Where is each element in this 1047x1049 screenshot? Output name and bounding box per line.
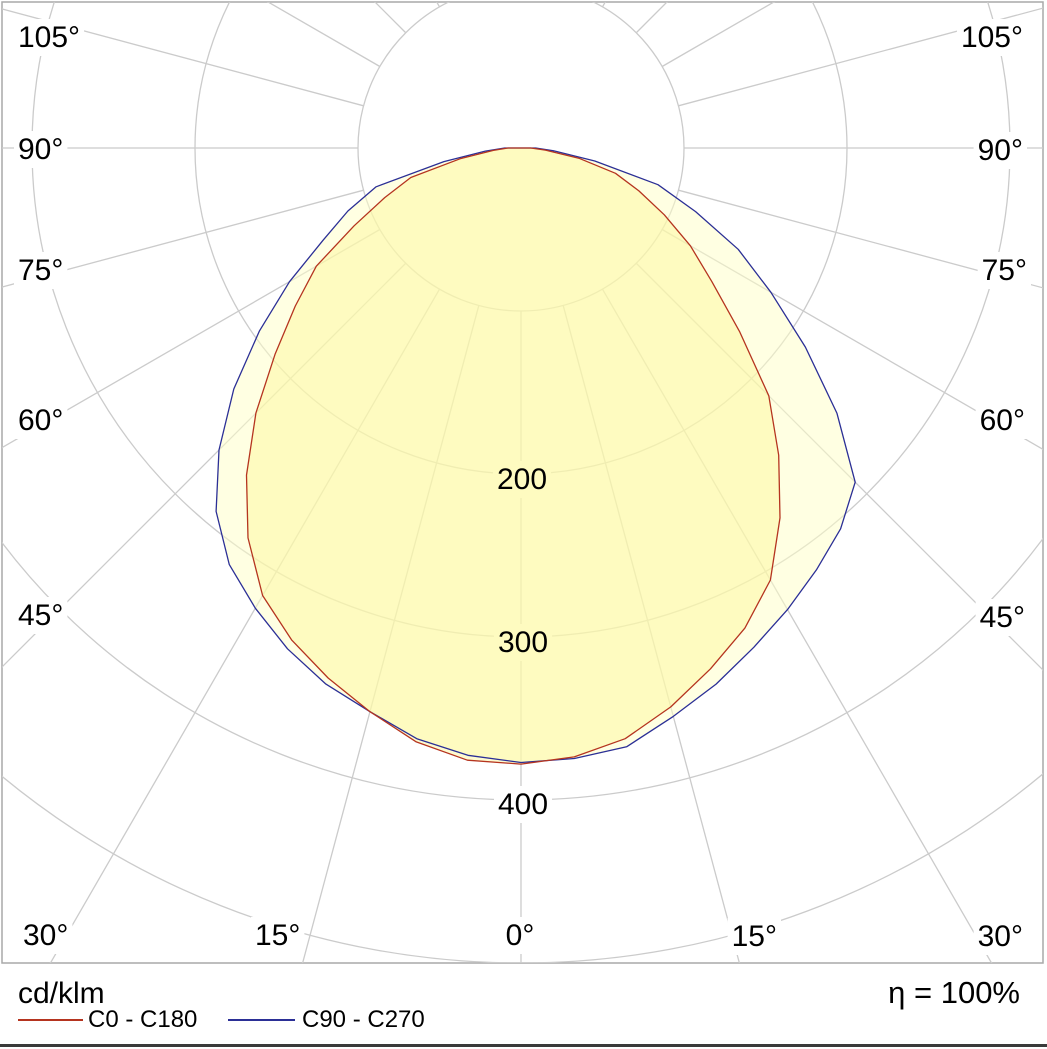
- angle-label-7: 0°: [506, 919, 535, 952]
- efficiency-label: η = 100%: [888, 975, 1020, 1010]
- grid-spoke-left-75: [2, 189, 364, 288]
- axis-labels: 105° 90° 75° 60° 45° 30° 15° 0° 15° 30° 45° 60° 75° 9…: [18, 21, 1027, 953]
- grid-spoke-left-105: [2, 8, 364, 107]
- bottom-rule: [0, 1044, 1047, 1047]
- label-bg: [727, 918, 781, 955]
- angle-label-3: 60°: [18, 404, 63, 437]
- legend-line-c0-c180: [18, 1019, 83, 1021]
- label-bg: [19, 917, 73, 954]
- radial-label-300: 300: [498, 626, 548, 659]
- series-fills: [216, 148, 856, 765]
- label-bg: [14, 252, 68, 289]
- angle-label-0: 105°: [18, 21, 80, 54]
- angle-label-4: 45°: [18, 599, 63, 632]
- grid-spoke-right-60: [661, 228, 1043, 451]
- angle-label-10: 45°: [980, 601, 1025, 634]
- radial-label-400: 400: [498, 788, 548, 821]
- label-bg: [14, 19, 85, 56]
- angle-label-9: 30°: [978, 920, 1023, 953]
- label-bg: [975, 402, 1029, 439]
- legend-label-c90-c270: C90 - C270: [302, 1006, 425, 1033]
- label-bg: [975, 599, 1029, 636]
- angle-label-12: 75°: [982, 254, 1027, 287]
- angle-label-14: 105°: [961, 21, 1023, 54]
- angle-label-5: 30°: [23, 919, 68, 952]
- angle-label-2: 75°: [18, 254, 63, 287]
- units-label: cd/klm: [18, 977, 105, 1010]
- label-bg: [977, 252, 1031, 289]
- angle-label-8: 15°: [732, 920, 777, 953]
- label-bg: [956, 19, 1027, 56]
- legend-line-c90-c270: [228, 1019, 295, 1021]
- label-bg: [493, 786, 553, 823]
- label-bg: [501, 917, 539, 954]
- label-bg: [973, 132, 1027, 169]
- series-fill-C90-C270: [216, 148, 856, 763]
- grid-spoke-right-105: [678, 7, 1043, 107]
- angle-label-1: 90°: [18, 133, 63, 166]
- label-bg: [251, 917, 305, 954]
- angle-label-13: 90°: [978, 134, 1023, 167]
- series-curves: [215, 147, 856, 765]
- series-curve-C0-C180: [245, 147, 781, 765]
- radial-label-200: 200: [497, 463, 547, 496]
- grid-spoke-right-75: [678, 189, 1043, 289]
- label-bg: [14, 597, 68, 634]
- label-bg: [973, 918, 1027, 955]
- angle-label-6: 15°: [255, 919, 300, 952]
- label-bg: [14, 131, 68, 168]
- label-bg: [14, 402, 68, 439]
- grid-spoke-left-60: [2, 228, 381, 449]
- series-fill-C0-C180: [246, 148, 780, 765]
- legend-label-c0-c180: C0 - C180: [88, 1006, 198, 1033]
- angle-label-11: 60°: [980, 404, 1025, 437]
